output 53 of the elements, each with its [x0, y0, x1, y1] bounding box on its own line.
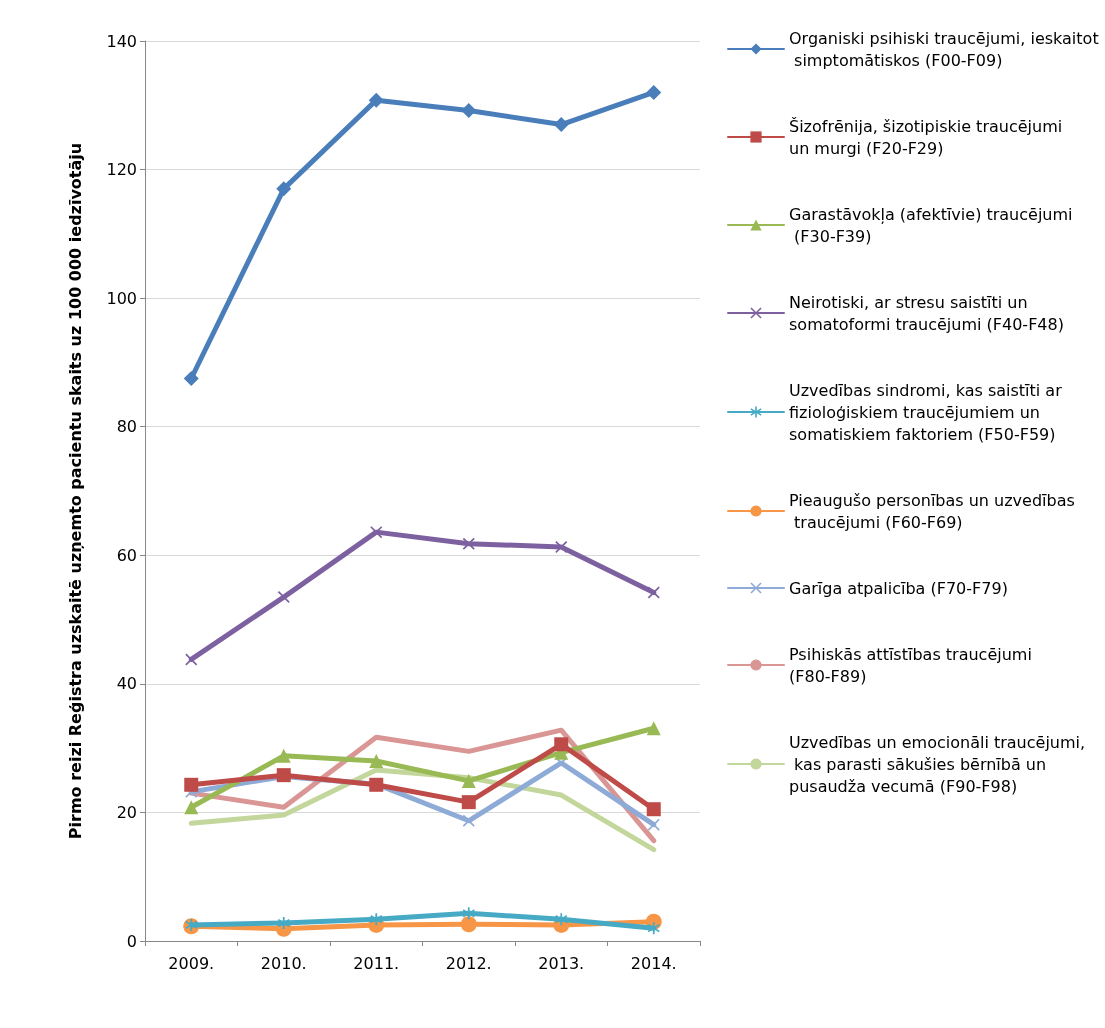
x-tick-label: 2014.	[630, 953, 677, 973]
point	[185, 918, 198, 931]
y-tick-label: 40	[116, 674, 137, 694]
point	[369, 754, 384, 768]
point	[646, 802, 661, 817]
point	[647, 922, 660, 935]
point	[461, 795, 476, 810]
point	[370, 913, 383, 926]
y-tick-label: 100	[106, 288, 137, 308]
legend-label: Šizofrēnija, šizotipiskie traucējumi un murgi (F20-F29)	[789, 116, 1068, 158]
y-axis-title: Pirmo reizi Reģistra uzskaitē uzņemto pacientu skaits uz 100 000 iedzīvotāju	[65, 142, 85, 840]
x-tick-label: 2010.	[260, 953, 307, 973]
point	[277, 917, 290, 929]
y-tick-label: 20	[116, 802, 137, 822]
y-tick-label: 120	[106, 160, 137, 180]
point	[647, 586, 660, 599]
point	[554, 737, 569, 752]
point	[555, 540, 568, 553]
point	[462, 814, 475, 827]
point	[184, 777, 199, 792]
point	[276, 181, 292, 197]
point	[185, 653, 198, 666]
legend-label: Psihiskās attīstības traucējumi (F80-F89)	[789, 644, 1037, 686]
point	[460, 916, 477, 933]
y-tick-label: 60	[116, 545, 137, 565]
x-tick-label: 2009.	[168, 953, 215, 973]
legend-label: Organiski psihiski traucējumi, ieskaitot simptomātiskos (F00-F09)	[789, 28, 1099, 70]
point	[553, 117, 569, 133]
y-tick-label: 140	[106, 31, 137, 51]
point	[370, 526, 383, 539]
point	[646, 721, 661, 736]
point	[462, 907, 475, 920]
point	[461, 773, 476, 788]
legend-label: Pieaugušo personības un uzvedības traucējumi (F60-F69)	[789, 490, 1075, 532]
legend-label: Garīga atpalicība (F70-F79)	[789, 578, 1008, 598]
point	[276, 748, 291, 763]
y-tick-label: 80	[116, 417, 137, 437]
legend-label: Uzvedības un emocionāli traucējumi, kas parasti sākušies bērnībā un pusaudža vecumā (F90-F98)	[789, 732, 1086, 796]
x-tick-label: 2012.	[445, 953, 492, 973]
legend-label: Uzvedības sindromi, kas saistīti ar fizioloģiskiem traucējumiem un somatiskiem faktoriem (F50-F59)	[789, 380, 1067, 444]
point	[647, 818, 660, 831]
point	[555, 913, 568, 926]
point	[368, 92, 384, 108]
point	[462, 537, 475, 550]
legend-label: Neirotiski, ar stresu saistīti un somatoformi traucējumi (F40-F48)	[789, 292, 1064, 334]
point	[183, 371, 199, 386]
point	[461, 102, 477, 118]
point	[646, 84, 662, 100]
point	[184, 800, 199, 815]
x-tick-label: 2011.	[353, 953, 400, 973]
legend-label: Garastāvokļa (afektīvie) traucējumi (F30-F39)	[789, 204, 1073, 246]
y-tick-label: 0	[126, 931, 137, 951]
x-tick-label: 2013.	[538, 953, 585, 973]
